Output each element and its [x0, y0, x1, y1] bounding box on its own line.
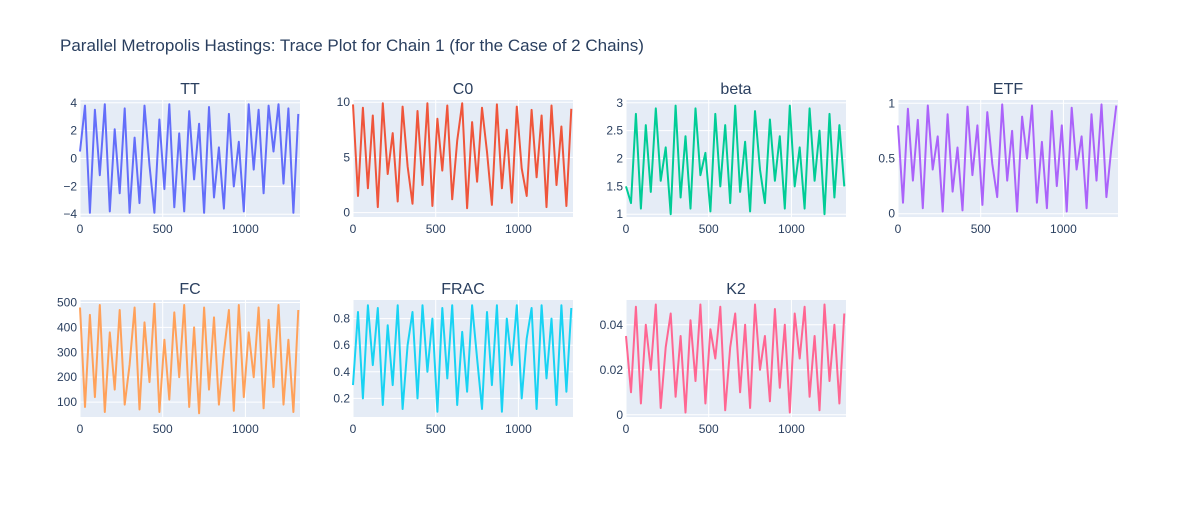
x-tick-label: 1000 [232, 222, 259, 236]
y-tick-label: −4 [63, 207, 77, 221]
subplot-frac: 0.2 0.4 0.6 0.8 0 500 1000 FRAC [333, 281, 573, 436]
y-tick-label: 0.5 [878, 152, 895, 166]
y-tick-label: 500 [57, 295, 77, 309]
x-tick-label: 0 [623, 422, 630, 436]
subplot-c0: 0 5 10 0 500 1000 C0 [337, 81, 573, 236]
trace-line-k2 [625, 303, 846, 414]
x-tick-label: 1000 [778, 222, 805, 236]
y-tick-label: 2 [70, 124, 77, 138]
y-tick-label: 0.02 [600, 363, 624, 377]
y-tick-label: 0 [888, 207, 895, 221]
subplot-title: C0 [453, 81, 474, 98]
x-tick-label: 1000 [232, 422, 259, 436]
x-tick-label: 1000 [505, 222, 532, 236]
subplot-title: TT [180, 81, 200, 98]
y-tick-label: 1 [888, 96, 895, 110]
subplot-title: FRAC [441, 281, 485, 298]
y-tick-label: 4 [70, 96, 77, 110]
subplot-title: beta [720, 81, 751, 98]
trace-line-beta [625, 104, 846, 216]
x-tick-label: 500 [699, 422, 719, 436]
y-tick-label: 1 [616, 207, 623, 221]
x-tick-label: 500 [153, 422, 173, 436]
x-tick-label: 500 [426, 222, 446, 236]
y-tick-label: 0 [70, 152, 77, 166]
figure-title: Parallel Metropolis Hastings: Trace Plot… [60, 36, 644, 55]
y-tick-label: 2 [616, 152, 623, 166]
trace-line-fc [79, 302, 300, 415]
x-tick-label: 0 [77, 222, 84, 236]
y-tick-label: 0.2 [333, 391, 350, 405]
subplot-title: ETF [993, 81, 1023, 98]
y-tick-label: 400 [57, 320, 77, 334]
subplot-tt: −4 −2 0 2 4 0 500 1000 TT [63, 81, 300, 236]
x-tick-label: 0 [350, 422, 357, 436]
y-tick-label: 2.5 [606, 124, 623, 138]
x-tick-label: 1000 [505, 422, 532, 436]
y-tick-label: 1.5 [606, 179, 623, 193]
y-tick-label: 5 [343, 150, 350, 164]
x-tick-label: 500 [426, 422, 446, 436]
trace-line-tt [79, 103, 300, 214]
subplot-title: FC [179, 281, 200, 298]
trace-line-frac [352, 304, 573, 413]
subplot-etf: 0 0.5 1 0 500 1000 ETF [878, 81, 1118, 236]
x-tick-label: 0 [623, 222, 630, 236]
y-tick-label: 0 [616, 408, 623, 422]
subplot-fc: 100 200 300 400 500 0 500 1000 FC [57, 281, 300, 436]
y-tick-label: 0 [343, 206, 350, 220]
x-tick-label: 0 [895, 222, 902, 236]
subplot-title: K2 [726, 281, 746, 298]
subplot-beta: 1 1.5 2 2.5 3 0 500 1000 beta [606, 81, 846, 236]
y-tick-label: 0.6 [333, 338, 350, 352]
trace-line-c0 [352, 102, 573, 210]
y-tick-label: 0.4 [333, 365, 350, 379]
y-tick-label: −2 [63, 179, 77, 193]
x-tick-label: 500 [971, 222, 991, 236]
y-tick-label: 200 [57, 370, 77, 384]
y-tick-label: 10 [337, 95, 351, 109]
x-tick-label: 0 [77, 422, 84, 436]
x-tick-label: 1000 [778, 422, 805, 436]
x-tick-label: 500 [699, 222, 719, 236]
x-tick-label: 1000 [1050, 222, 1077, 236]
subplot-k2: 0 0.02 0.04 0 500 1000 K2 [600, 281, 846, 436]
y-tick-label: 0.04 [600, 318, 624, 332]
x-tick-label: 500 [153, 222, 173, 236]
y-tick-label: 100 [57, 395, 77, 409]
trace-line-etf [897, 103, 1118, 213]
x-tick-label: 0 [350, 222, 357, 236]
y-tick-label: 3 [616, 96, 623, 110]
y-tick-label: 300 [57, 345, 77, 359]
y-tick-label: 0.8 [333, 312, 350, 326]
